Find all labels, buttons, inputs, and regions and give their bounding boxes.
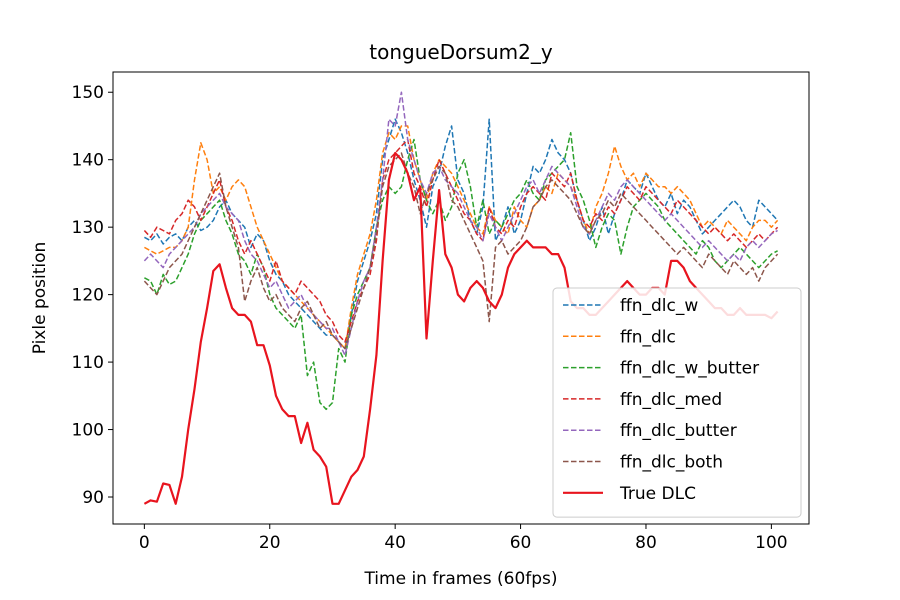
series-line-ffn-dlc-both [143, 152, 779, 350]
y-tick-label: 150 [72, 83, 104, 103]
series-line-ffn-dlc-butter [143, 91, 778, 357]
legend-label: ffn_dlc_med [620, 390, 722, 410]
series-line-ffn-dlc [144, 125, 779, 350]
y-tick-label: 120 [72, 286, 104, 306]
legend: ffn_dlc_w ffn_dlc ffn_dlc_w_butter ffn_dlc_… [552, 287, 802, 518]
x-tick-label: 100 [755, 533, 787, 553]
y-tick-label: 100 [72, 421, 104, 441]
legend-label: ffn_dlc_w [620, 296, 698, 316]
series-line-true-dlc [143, 151, 779, 505]
y-tick-label: 90 [82, 488, 104, 508]
series-lines [143, 91, 779, 505]
legend-label: True DLC [619, 484, 696, 504]
legend-box [552, 287, 802, 518]
legend-label: ffn_dlc_w_butter [620, 359, 759, 379]
y-tick-label: 130 [72, 218, 104, 238]
legend-label: ffn_dlc_both [620, 453, 723, 473]
chart-title: tongueDorsum2_y [369, 40, 553, 64]
series-line-ffn-dlc-med [143, 138, 779, 343]
y-axis-label: Pixle position [30, 242, 50, 355]
x-axis-label: Time in frames (60fps) [363, 569, 557, 589]
legend-label: ffn_dlc_butter [620, 421, 737, 441]
x-axis-ticks: 0 20 40 60 80 100 [139, 524, 788, 553]
x-tick-label: 40 [384, 533, 406, 553]
y-axis-ticks: 90 100 110 120 130 140 150 [72, 83, 113, 508]
y-tick-label: 140 [72, 151, 104, 171]
x-tick-label: 0 [139, 533, 150, 553]
x-tick-label: 80 [635, 533, 657, 553]
series-line-ffn-dlc-w-butter [144, 131, 778, 411]
legend-label: ffn_dlc [620, 327, 676, 347]
x-tick-label: 20 [259, 533, 281, 553]
plot-frame [112, 71, 810, 525]
x-tick-label: 60 [510, 533, 532, 553]
y-tick-label: 110 [72, 353, 104, 373]
